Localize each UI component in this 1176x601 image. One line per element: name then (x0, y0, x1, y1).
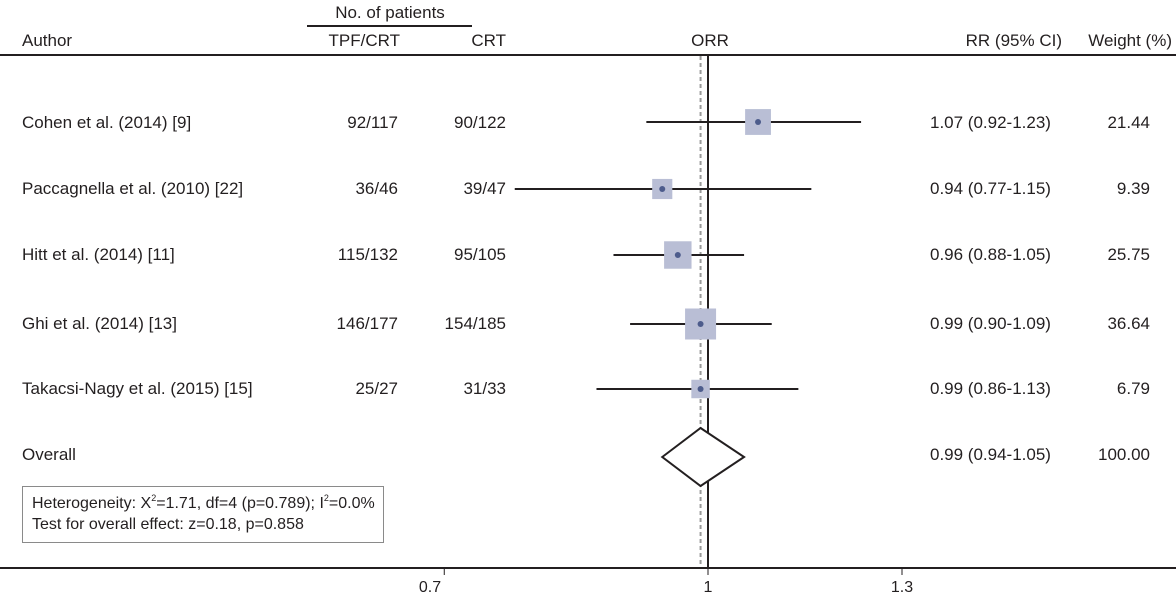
author-cell: Hitt et al. (2014) [11] (22, 245, 175, 264)
crt-cell: 39/47 (463, 179, 506, 198)
rr-cell: 0.99 (0.86-1.13) (930, 379, 1051, 398)
author-cell: Cohen et al. (2014) [9] (22, 113, 192, 132)
weight-cell: 36.64 (1107, 314, 1150, 333)
axis-rule (0, 567, 1176, 569)
crt-column-header: CRT (471, 31, 506, 50)
x-tick-label: 1.3 (890, 579, 914, 596)
point-estimate (755, 119, 762, 125)
weight-cell: 21.44 (1107, 113, 1150, 132)
weight-column-header: Weight (%) (1088, 31, 1172, 50)
orr-column-header: ORR (691, 31, 729, 50)
overall-weight-cell: 100.00 (1098, 445, 1150, 464)
weight-cell: 9.39 (1116, 179, 1150, 198)
heterogeneity-text: Heterogeneity: X2=1.71, df=4 (p=0.789); … (32, 493, 375, 513)
tpf-cell: 36/46 (355, 179, 398, 198)
weight-cell: 25.75 (1107, 245, 1150, 264)
tpf-cell: 146/177 (336, 314, 398, 333)
patients-group-underline (307, 25, 472, 27)
overall-diamond (660, 426, 746, 488)
overall-label: Overall (22, 445, 76, 464)
crt-cell: 95/105 (454, 245, 506, 264)
crt-cell: 90/122 (454, 113, 506, 132)
tpf-cell: 115/132 (337, 245, 398, 264)
author-column-header: Author (22, 31, 73, 50)
rr-cell: 0.99 (0.90-1.09) (930, 314, 1051, 333)
tpf-cell: 25/27 (355, 379, 398, 398)
crt-cell: 154/185 (444, 314, 506, 333)
rr-cell: 0.96 (0.88-1.05) (930, 245, 1051, 264)
crt-cell: 31/33 (463, 379, 506, 398)
point-estimate (697, 321, 704, 327)
tpf-cell: 92/117 (347, 113, 398, 132)
author-cell: Ghi et al. (2014) [13] (22, 314, 177, 333)
point-estimate (674, 252, 681, 258)
author-cell: Paccagnella et al. (2010) [22] (22, 179, 244, 198)
x-tick-label: 0.7 (418, 579, 442, 596)
heterogeneity-box: Heterogeneity: X2=1.71, df=4 (p=0.789); … (22, 486, 384, 543)
header-rule (0, 54, 1176, 56)
tpf-column-header: TPF/CRT (328, 31, 400, 50)
rr-cell: 0.94 (0.77-1.15) (930, 179, 1051, 198)
x-tick-label: 1 (703, 579, 713, 596)
patients-group-label: No. of patients (335, 3, 445, 22)
point-estimate (659, 186, 666, 192)
rr-column-header: RR (95% CI) (965, 31, 1062, 50)
weight-cell: 6.79 (1116, 379, 1150, 398)
rr-cell: 1.07 (0.92-1.23) (930, 113, 1051, 132)
overall-effect-text: Test for overall effect: z=0.18, p=0.858 (32, 516, 304, 533)
point-estimate (697, 386, 704, 392)
author-cell: Takacsi-Nagy et al. (2015) [15] (22, 379, 253, 398)
overall-rr-cell: 0.99 (0.94-1.05) (930, 445, 1051, 464)
